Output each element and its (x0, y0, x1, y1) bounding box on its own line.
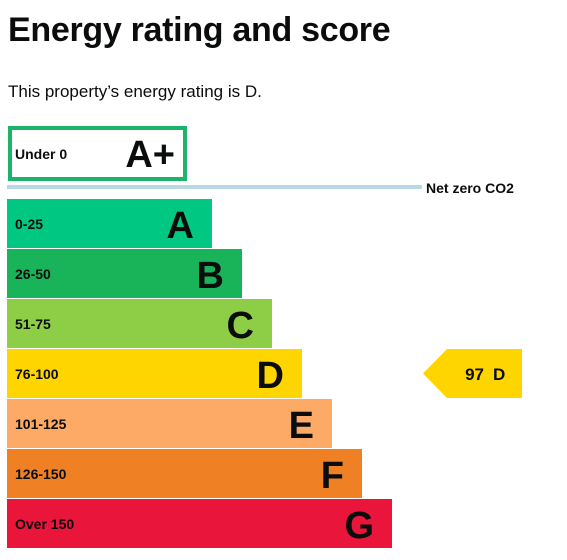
band-e-range-label: 101-125 (15, 416, 67, 432)
a-plus-band: Under 0 A+ (8, 126, 187, 181)
current-rating-letter: D (493, 365, 505, 384)
a-plus-band-range-label: Under 0 (15, 146, 67, 162)
band-g-bar (7, 499, 392, 548)
a-plus-band-letter: A+ (125, 134, 175, 176)
band-b-range-label: 26-50 (15, 266, 51, 282)
band-g-letter: G (344, 505, 374, 547)
band-f-bar (7, 449, 362, 498)
band-b-bar (7, 249, 242, 298)
current-rating-score: 97 (465, 365, 484, 384)
band-d-letter: D (257, 355, 284, 397)
current-rating-pointer: 97 D (423, 349, 522, 398)
band-c-letter: C (227, 305, 254, 347)
net-zero-marker: Net zero CO2 (7, 180, 514, 196)
page-title: Energy rating and score (8, 11, 391, 49)
band-c-bar (7, 299, 272, 348)
band-a-range-label: 0-25 (15, 216, 43, 232)
energy-rating-summary: This property’s energy rating is D. (8, 82, 262, 101)
band-f-range-label: 126-150 (15, 466, 67, 482)
rating-bands: 0-25 A 26-50 B 51-75 C 76-100 D 101-125 E 126-150 F… (7, 199, 392, 548)
band-a-bar (7, 199, 212, 248)
band-g-range-label: Over 150 (15, 516, 74, 532)
a-plus-band-box (8, 126, 187, 181)
band-e-letter: E (289, 405, 314, 447)
band-e-bar (7, 399, 332, 448)
band-b-letter: B (197, 255, 224, 297)
band-f-letter: F (321, 455, 344, 497)
band-a-letter: A (167, 205, 194, 247)
band-d-bar (7, 349, 302, 398)
current-rating-arrow (423, 349, 522, 398)
net-zero-label: Net zero CO2 (426, 180, 514, 196)
band-c-range-label: 51-75 (15, 316, 51, 332)
band-d-range-label: 76-100 (15, 366, 59, 382)
